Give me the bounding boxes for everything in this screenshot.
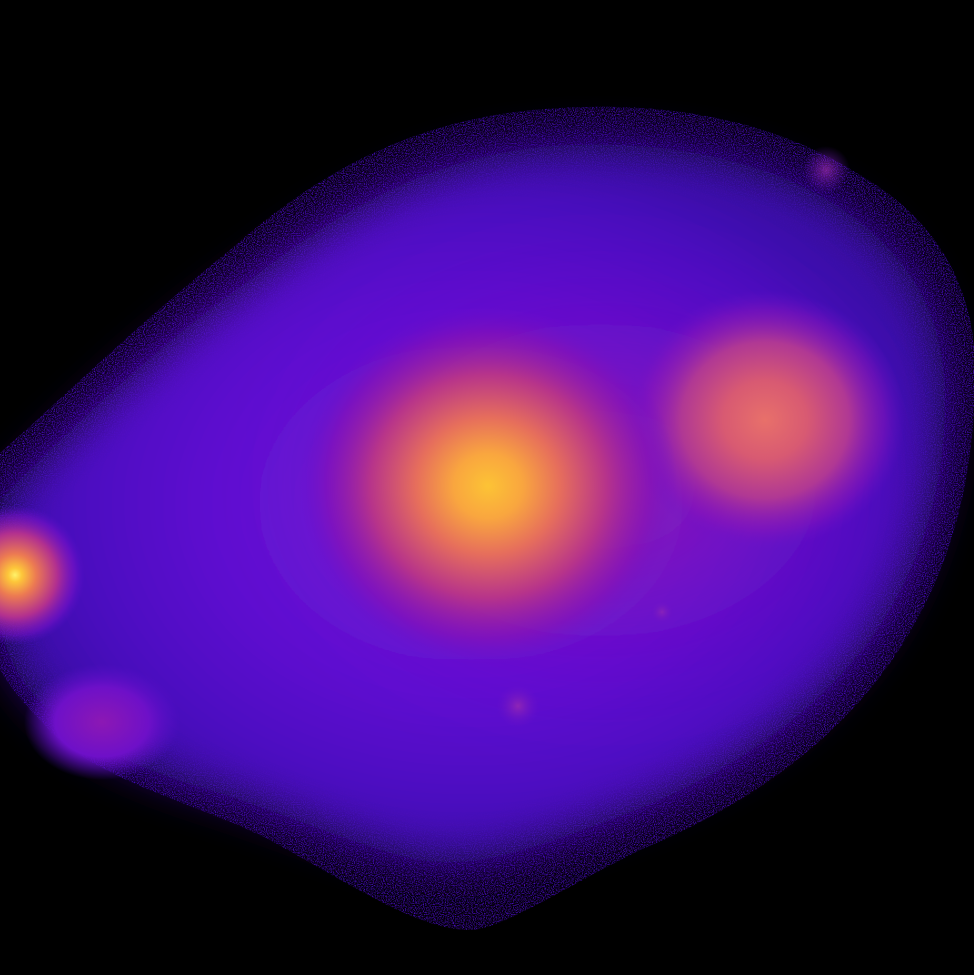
small-upper-right-knot: [802, 146, 850, 194]
central-bright-core: [298, 306, 678, 666]
left-edge-point-source: [0, 505, 85, 645]
lower-left-faint-blob: [24, 664, 180, 780]
small-mid-knot: [650, 600, 674, 624]
upper-right-bright-clump: [625, 290, 905, 550]
small-lower-center-knot: [496, 684, 540, 728]
